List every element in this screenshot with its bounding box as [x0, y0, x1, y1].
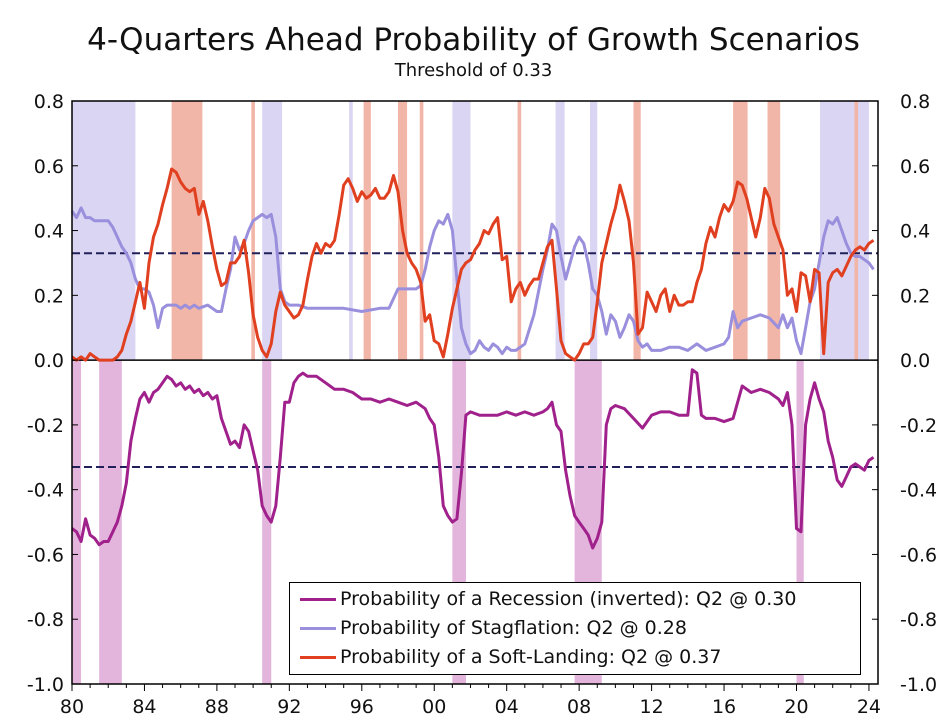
softlanding-shade-8 [767, 101, 781, 361]
y-tick-label-right: -0.2 [900, 415, 937, 437]
stagflation-shade-4 [555, 101, 565, 361]
y-tick-label-right: 0.6 [900, 156, 930, 178]
legend-label-recession: Probability of a Recession (inverted): Q… [340, 588, 797, 610]
softlanding-shade-4 [419, 101, 424, 361]
y-tick-label-left: -0.8 [27, 609, 64, 631]
x-tick-label: 88 [205, 696, 229, 718]
legend-item-stagflation: Probability of Stagflation: Q2 @ 0.28 [300, 614, 687, 642]
softlanding-shade-1 [251, 101, 255, 361]
recession-line [71, 368, 875, 550]
softlanding-line [71, 167, 875, 362]
x-tick-label: 00 [422, 696, 446, 718]
stagflation-shade-0 [72, 101, 136, 361]
softlanding-shade-9 [854, 101, 859, 361]
softlanding-shade-6 [633, 101, 641, 361]
y-tick-label-right: 0.0 [900, 350, 930, 372]
x-tick-label: 24 [857, 696, 881, 718]
chart-title: 4-Quarters Ahead Probability of Growth S… [87, 22, 860, 58]
y-tick-label-left: 0.8 [34, 91, 64, 113]
legend: Probability of a Recession (inverted): Q… [289, 582, 861, 675]
plot-frame [71, 100, 879, 685]
x-tick-label: 08 [567, 696, 591, 718]
stagflation-shade-2 [349, 101, 353, 361]
y-tick-label-right: 0.8 [900, 91, 930, 113]
x-tick-label: 20 [784, 696, 808, 718]
y-tick-label-right: -0.8 [900, 609, 937, 631]
legend-swatch-recession [300, 597, 336, 601]
stagflation-shade-1 [262, 101, 283, 361]
y-tick-label-right: 0.2 [900, 285, 930, 307]
y-tick-label-left: 0.4 [34, 221, 64, 243]
y-tick-label-right: -0.4 [900, 480, 937, 502]
stagflation-shade-6 [820, 101, 869, 361]
legend-item-softlanding: Probability of a Soft-Landing: Q2 @ 0.37 [300, 643, 721, 671]
legend-item-recession: Probability of a Recession (inverted): Q… [300, 585, 796, 613]
y-tick-label-left: -0.6 [27, 544, 64, 566]
y-tick-label-left: -0.4 [27, 480, 64, 502]
x-tick-label: 92 [277, 696, 301, 718]
softlanding-shade-0 [171, 101, 203, 361]
x-tick-label: 16 [712, 696, 736, 718]
softlanding-shade-7 [733, 101, 748, 361]
chart-subtitle: Threshold of 0.33 [394, 60, 553, 81]
legend-swatch-stagflation [300, 626, 336, 630]
y-tick-label-left: 0.0 [34, 350, 64, 372]
legend-label-stagflation: Probability of Stagflation: Q2 @ 0.28 [340, 617, 687, 639]
recession-shade-1 [99, 360, 122, 684]
x-tick-label: 04 [495, 696, 519, 718]
x-tick-label: 96 [350, 696, 374, 718]
legend-swatch-softlanding [300, 655, 336, 659]
x-tick-label: 84 [132, 696, 156, 718]
y-tick-label-left: 0.6 [34, 156, 64, 178]
stagflation-line [70, 206, 875, 356]
softlanding-shade-2 [363, 101, 371, 361]
stagflation-shade-5 [590, 101, 598, 361]
y-tick-label-right: -0.6 [900, 544, 937, 566]
x-tick-label: 12 [640, 696, 664, 718]
softlanding-shade-5 [517, 101, 522, 361]
y-tick-label-right: -1.0 [900, 674, 937, 696]
y-tick-label-left: -0.2 [27, 415, 64, 437]
y-tick-label-left: -1.0 [27, 674, 64, 696]
x-tick-label: 80 [60, 696, 84, 718]
y-tick-label-right: 0.4 [900, 221, 930, 243]
y-tick-label-left: 0.2 [34, 285, 64, 307]
recession-shade-2 [262, 360, 272, 684]
legend-label-softlanding: Probability of a Soft-Landing: Q2 @ 0.37 [340, 646, 722, 668]
recession-shade-0 [72, 360, 82, 684]
